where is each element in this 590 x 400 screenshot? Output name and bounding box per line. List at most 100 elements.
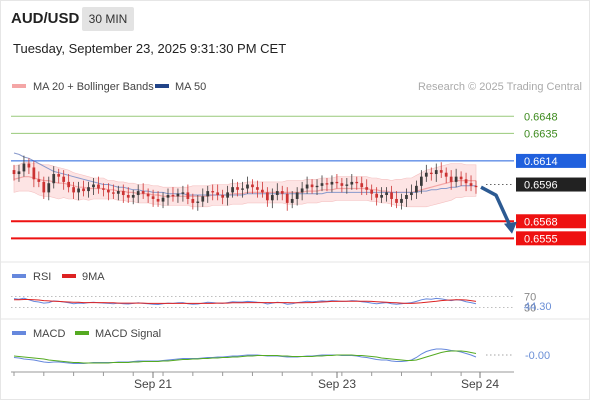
candle — [256, 187, 259, 190]
macd-legend-swatch — [12, 331, 26, 335]
candle — [429, 172, 433, 175]
candle — [325, 183, 329, 185]
candle — [32, 167, 36, 180]
candle — [47, 183, 51, 193]
candle — [439, 170, 443, 173]
candle — [295, 192, 299, 199]
rsi-tick-label: 30 — [524, 303, 536, 315]
candle — [424, 172, 428, 177]
x-tick-label: Sep 24 — [461, 377, 499, 391]
rsi-current-label: 44.30 — [524, 301, 552, 313]
candle — [360, 183, 364, 188]
candle — [72, 187, 75, 193]
candle — [171, 195, 175, 197]
rsi-tick-label: 70 — [524, 291, 536, 303]
candle — [196, 201, 200, 203]
candle — [474, 185, 478, 188]
candle — [335, 181, 339, 184]
forecast-arrow-head — [504, 221, 517, 234]
candle — [181, 192, 185, 194]
x-tick-label: Sep 21 — [134, 377, 172, 391]
candle — [191, 198, 195, 203]
candle — [12, 170, 16, 175]
ma50-legend-swatch — [155, 84, 169, 88]
macd-signal-line — [13, 350, 477, 364]
macd-legend-label: MACD — [33, 328, 65, 340]
candle — [27, 163, 31, 168]
candle — [216, 192, 220, 196]
macd-current-label: -0.00 — [525, 350, 550, 362]
candle — [280, 191, 284, 194]
ma50-legend-label: MA 50 — [175, 81, 206, 93]
support-label-bg — [516, 231, 586, 246]
symbol-title: AUD/USD — [11, 10, 80, 27]
candle — [141, 191, 145, 194]
candle — [300, 188, 304, 193]
candle — [151, 196, 155, 199]
candle — [146, 193, 150, 197]
current-price-label: 0.6596 — [524, 180, 558, 192]
candle — [102, 188, 105, 190]
candle — [52, 174, 56, 184]
candle — [251, 184, 254, 188]
candle — [380, 195, 383, 198]
candle — [415, 185, 418, 193]
support-label-bg — [516, 214, 586, 229]
candle — [400, 198, 403, 203]
ma20-legend-label: MA 20 + Bollinger Bands — [33, 81, 154, 93]
candle — [92, 184, 95, 188]
candle — [375, 193, 379, 198]
candle — [355, 181, 359, 184]
candle — [126, 195, 130, 198]
candle — [350, 181, 354, 185]
candle — [285, 193, 289, 203]
candle — [305, 184, 309, 189]
candle — [340, 183, 344, 186]
candle — [231, 187, 234, 193]
macd-signal-legend-label: MACD Signal — [95, 328, 161, 340]
candle — [444, 172, 448, 177]
candle — [236, 187, 239, 190]
candle — [315, 185, 319, 188]
candle — [87, 187, 90, 192]
rsi-ma-legend-label: 9MA — [82, 271, 105, 283]
rsi-legend-label: RSI — [33, 271, 51, 283]
chart-datetime: Tuesday, September 23, 2025 9:31:30 PM C… — [13, 41, 287, 56]
candle — [211, 191, 215, 193]
candle — [97, 184, 100, 189]
candle — [275, 191, 279, 196]
candle — [405, 195, 408, 199]
candle — [395, 198, 398, 203]
candle — [62, 176, 66, 182]
timeframe-badge[interactable]: 30 MIN — [82, 7, 134, 31]
candle — [320, 183, 324, 186]
candle — [419, 176, 423, 186]
candle — [111, 192, 115, 194]
macd-signal-legend-swatch — [75, 331, 89, 335]
candle — [385, 192, 388, 196]
pivot-label: 0.6614 — [524, 156, 558, 168]
candle — [166, 195, 170, 198]
candle — [136, 191, 140, 196]
candle — [310, 184, 314, 188]
candle — [77, 188, 80, 193]
candle — [226, 192, 229, 198]
candle — [82, 188, 85, 192]
rsi-ma-line — [14, 299, 477, 304]
candle — [131, 195, 135, 198]
ma50-line — [13, 152, 476, 196]
candle — [161, 197, 165, 202]
ma20-legend-swatch — [12, 84, 26, 88]
research-credit: Research © 2025 Trading Central — [418, 81, 582, 93]
candle — [67, 181, 71, 188]
candle — [434, 170, 438, 175]
candle — [330, 181, 334, 185]
candle — [459, 176, 463, 180]
candle — [121, 191, 125, 196]
rsi-legend-swatch — [12, 274, 26, 278]
candle — [390, 192, 393, 199]
support-label: 0.6568 — [524, 216, 558, 228]
candle — [469, 183, 473, 186]
candle — [370, 189, 374, 194]
candle — [365, 187, 369, 190]
